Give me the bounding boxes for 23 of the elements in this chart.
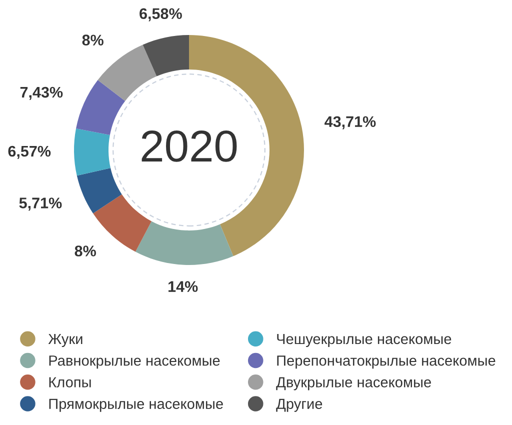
legend-label: Жуки [48, 334, 82, 348]
data-label: 6,57% [8, 146, 51, 159]
donut-slice [98, 44, 157, 101]
data-label: 7,43% [20, 86, 63, 100]
legend-label: Перепончатокрылые насекомые [277, 356, 496, 369]
donut-slice [135, 221, 234, 265]
donut-slice [74, 128, 111, 176]
data-label: 8% [74, 246, 96, 256]
legend-label: Двукрылые насекомые [276, 377, 431, 390]
legend-label: Равнокрылые насекомые [49, 356, 220, 369]
donut-slice [76, 80, 126, 135]
data-label: 6,58% [140, 8, 182, 22]
data-label: 14% [168, 281, 198, 292]
donut-slice [76, 168, 122, 214]
legend-label: Клопы [49, 377, 91, 388]
legend-label: Чешуекрылые насекомые [277, 334, 452, 348]
text: 2020 [142, 130, 237, 162]
legend-label: Другие [276, 398, 322, 412]
data-label: 8% [82, 34, 104, 46]
data-label: 43,71% [324, 116, 376, 130]
legend-label: Прямокрылые насекомые [49, 398, 223, 412]
donut-slice [142, 35, 189, 76]
data-label: 5,71% [19, 198, 62, 211]
